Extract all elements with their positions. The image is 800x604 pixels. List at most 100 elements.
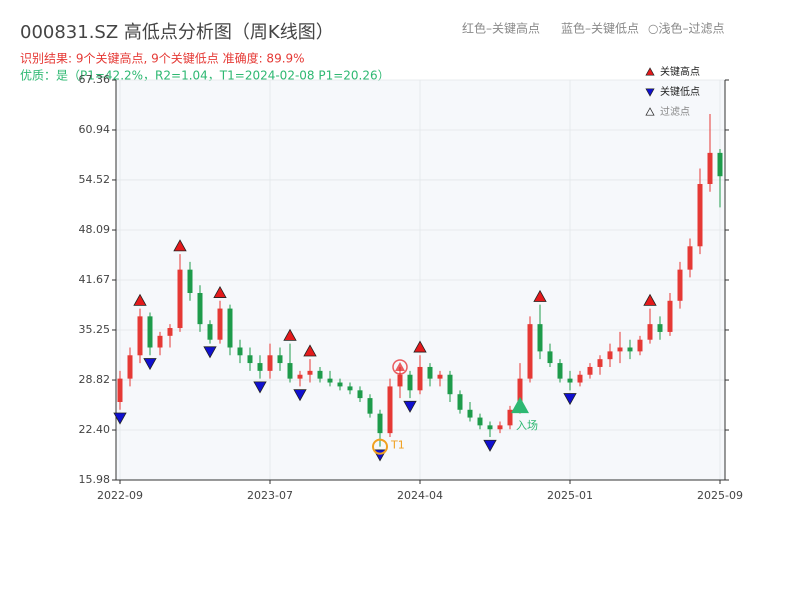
candle-body (697, 184, 703, 247)
low-points (203, 346, 217, 359)
x-tick-label: 2022-09 (97, 489, 143, 502)
candle-body (617, 347, 623, 352)
top-legend: 蓝色–关键低点 (561, 22, 639, 36)
candle-body (267, 355, 273, 371)
candle-body (477, 417, 483, 426)
candle-body (127, 355, 133, 379)
candle-body (567, 378, 573, 383)
candle-body (717, 152, 723, 177)
low-points (253, 381, 267, 394)
high-points (533, 289, 547, 302)
legend-marker (645, 67, 655, 76)
candle-body (417, 366, 423, 391)
y-tick-label: 35.25 (79, 323, 111, 336)
candle-body (627, 347, 633, 352)
candle-body (397, 374, 403, 387)
candle-body (327, 378, 333, 383)
candle-body (677, 269, 683, 301)
candle-body (707, 152, 713, 185)
filtered-point (392, 359, 408, 375)
candle-body (507, 409, 513, 426)
candle-body (687, 246, 693, 270)
candle-body (547, 351, 553, 364)
candle-body (447, 374, 453, 395)
candle-body (487, 425, 493, 430)
chart-title: 000831.SZ 高低点分析图（周K线图） (20, 22, 334, 43)
candle-body (607, 351, 613, 360)
candle-body (587, 366, 593, 375)
entry-label: 入场 (516, 418, 538, 432)
low-points (563, 393, 577, 406)
candle-body (207, 324, 213, 340)
low-points (143, 358, 157, 371)
candle-body (137, 316, 143, 356)
high-points (303, 344, 317, 357)
candle-body (337, 382, 343, 387)
candle-body (407, 374, 413, 391)
candle-body (237, 347, 243, 356)
high-points (213, 285, 227, 298)
y-tick-label: 22.40 (79, 423, 111, 436)
candle-body (367, 398, 373, 414)
candle-body (147, 316, 153, 348)
x-tick-label: 2023-07 (247, 489, 293, 502)
candle-body (597, 359, 603, 367)
low-points (293, 389, 307, 402)
candle-body (527, 324, 533, 379)
candle-body (537, 324, 543, 352)
candle-body (197, 293, 203, 325)
candle-body (357, 390, 363, 399)
legend-label: 关键高点 (660, 65, 700, 78)
candle-body (307, 370, 313, 375)
candle-body (517, 378, 523, 410)
candle-body (457, 394, 463, 410)
high-points (173, 239, 187, 252)
candle-body (557, 363, 563, 379)
candle-body (427, 366, 433, 379)
legend-marker (645, 107, 655, 116)
candle-body (257, 363, 263, 371)
legend-label: 关键低点 (660, 85, 700, 98)
candle-body (297, 374, 303, 379)
y-tick-label: 67.36 (79, 73, 111, 86)
low-points (483, 439, 497, 452)
y-tick-label: 15.98 (79, 473, 111, 486)
candle-body (437, 374, 443, 379)
x-tick-label: 2025-01 (547, 489, 593, 502)
entry-marker (511, 396, 529, 414)
y-tick-label: 54.52 (79, 173, 111, 186)
low-points (113, 412, 127, 425)
x-tick-label: 2025-09 (697, 489, 743, 502)
y-tick-label: 60.94 (79, 123, 111, 136)
candle-body (657, 324, 663, 332)
legend-marker (645, 88, 655, 97)
candle-body (667, 300, 673, 332)
candle-body (277, 355, 283, 364)
candle-body (157, 335, 163, 348)
filtered-point-marker (395, 361, 405, 371)
legend-label: 过滤点 (660, 105, 690, 118)
high-points (133, 293, 147, 306)
candle-body (227, 308, 233, 348)
candle-body (647, 324, 653, 340)
candle-body (467, 409, 473, 418)
high-points (643, 293, 657, 306)
quality-note: 优质：是（P1=42.2%，R2=1.04，T1=2024-02-08 P1=2… (20, 69, 390, 83)
candle-body (287, 363, 293, 379)
subtitle: 识别结果: 9个关键高点, 9个关键低点 准确度: 89.9% (20, 51, 305, 66)
high-points (413, 340, 427, 353)
y-tick-label: 41.67 (79, 273, 111, 286)
candle-body (317, 370, 323, 379)
candle-body (177, 269, 183, 329)
y-tick-label: 48.09 (79, 223, 111, 236)
x-tick-label: 2024-04 (397, 489, 443, 502)
candle-body (187, 269, 193, 294)
candle-body (247, 355, 253, 364)
t1-label: T1 (390, 439, 405, 452)
top-legend: ○浅色–过滤点 (648, 22, 724, 36)
t1-marker (372, 438, 388, 455)
candle-body (497, 425, 503, 430)
high-points (283, 328, 297, 341)
candle-body (347, 386, 353, 391)
candle-body (387, 386, 393, 434)
